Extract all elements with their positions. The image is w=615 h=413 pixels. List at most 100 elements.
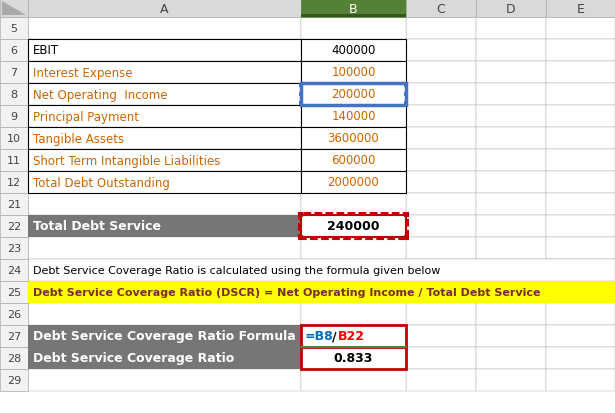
Bar <box>0 84 28 106</box>
Bar <box>476 194 546 216</box>
Bar <box>476 62 546 84</box>
Bar <box>301 0 406 18</box>
Text: 2000000: 2000000 <box>328 176 379 189</box>
Bar <box>0 0 28 18</box>
Text: B: B <box>349 2 358 15</box>
Bar <box>406 40 476 62</box>
Bar <box>546 303 615 325</box>
Bar <box>476 259 546 281</box>
Bar <box>406 259 476 281</box>
Bar <box>0 194 28 216</box>
Bar <box>0 259 28 281</box>
Text: Debt Service Coverage Ratio (DSCR) = Net Operating Income / Total Debt Service: Debt Service Coverage Ratio (DSCR) = Net… <box>33 287 541 297</box>
Bar <box>301 194 406 216</box>
Bar <box>546 281 615 303</box>
Bar <box>404 102 408 106</box>
Bar <box>406 128 476 150</box>
Bar <box>406 303 476 325</box>
Bar <box>0 325 28 347</box>
Text: 7: 7 <box>10 68 18 78</box>
Text: A: A <box>161 2 169 15</box>
Bar <box>28 194 301 216</box>
Bar <box>28 369 301 391</box>
Bar <box>406 150 476 171</box>
Bar <box>476 0 546 18</box>
Bar <box>28 62 301 84</box>
Bar <box>0 150 28 171</box>
Text: 5: 5 <box>10 24 17 34</box>
Bar <box>301 369 406 391</box>
Bar <box>0 106 28 128</box>
Bar <box>476 303 546 325</box>
Text: 29: 29 <box>7 375 21 385</box>
Bar <box>28 325 301 347</box>
Text: 12: 12 <box>7 178 21 188</box>
Text: 11: 11 <box>7 156 21 166</box>
Bar <box>476 369 546 391</box>
Text: 100000: 100000 <box>331 66 376 79</box>
Bar <box>404 235 409 240</box>
Text: Total Debt Outstanding: Total Debt Outstanding <box>33 176 170 189</box>
Bar <box>28 281 615 303</box>
Bar <box>476 347 546 369</box>
Text: 27: 27 <box>7 331 21 341</box>
Text: 22: 22 <box>7 221 21 231</box>
Bar <box>28 40 301 62</box>
Bar <box>28 128 301 150</box>
Bar <box>28 237 301 259</box>
Text: 400000: 400000 <box>331 44 376 57</box>
Text: Interest Expense: Interest Expense <box>33 66 132 79</box>
Bar <box>546 216 615 237</box>
Bar <box>546 0 615 18</box>
Text: 9: 9 <box>10 112 18 122</box>
Bar <box>546 128 615 150</box>
Text: 21: 21 <box>7 199 21 209</box>
Bar <box>301 237 406 259</box>
Bar <box>301 325 406 347</box>
Text: Total Debt Service: Total Debt Service <box>33 220 161 233</box>
Bar <box>404 84 408 88</box>
Bar <box>301 150 406 171</box>
Bar <box>0 237 28 259</box>
Bar <box>301 84 406 106</box>
Bar <box>406 194 476 216</box>
Bar <box>301 171 406 194</box>
Bar <box>406 216 476 237</box>
Bar <box>299 84 303 88</box>
Bar <box>406 62 476 84</box>
Bar <box>0 18 28 40</box>
Bar <box>546 150 615 171</box>
Bar <box>406 0 476 18</box>
Text: Debt Service Coverage Ratio is calculated using the formula given below: Debt Service Coverage Ratio is calculate… <box>33 266 440 275</box>
Text: 6: 6 <box>10 46 17 56</box>
Bar <box>301 40 406 62</box>
Text: 28: 28 <box>7 353 21 363</box>
Bar <box>406 237 476 259</box>
Bar <box>546 259 615 281</box>
Text: 10: 10 <box>7 134 21 144</box>
Bar <box>476 281 546 303</box>
Bar <box>28 18 301 40</box>
Bar <box>476 325 546 347</box>
Bar <box>406 18 476 40</box>
Bar <box>28 150 301 171</box>
Text: 25: 25 <box>7 287 21 297</box>
Bar <box>546 106 615 128</box>
Bar <box>0 347 28 369</box>
Bar <box>301 303 406 325</box>
Bar <box>301 18 406 40</box>
Bar <box>546 347 615 369</box>
Bar <box>476 106 546 128</box>
Bar <box>298 212 303 218</box>
Text: Principal Payment: Principal Payment <box>33 110 139 123</box>
Text: 240000: 240000 <box>327 220 379 233</box>
Text: Debt Service Coverage Ratio Formula: Debt Service Coverage Ratio Formula <box>33 330 296 343</box>
Bar <box>406 281 476 303</box>
Bar <box>28 259 615 281</box>
Text: D: D <box>506 2 516 15</box>
Bar <box>301 128 406 150</box>
Bar <box>301 84 406 106</box>
Bar <box>476 128 546 150</box>
Bar <box>0 369 28 391</box>
Bar <box>28 84 301 106</box>
